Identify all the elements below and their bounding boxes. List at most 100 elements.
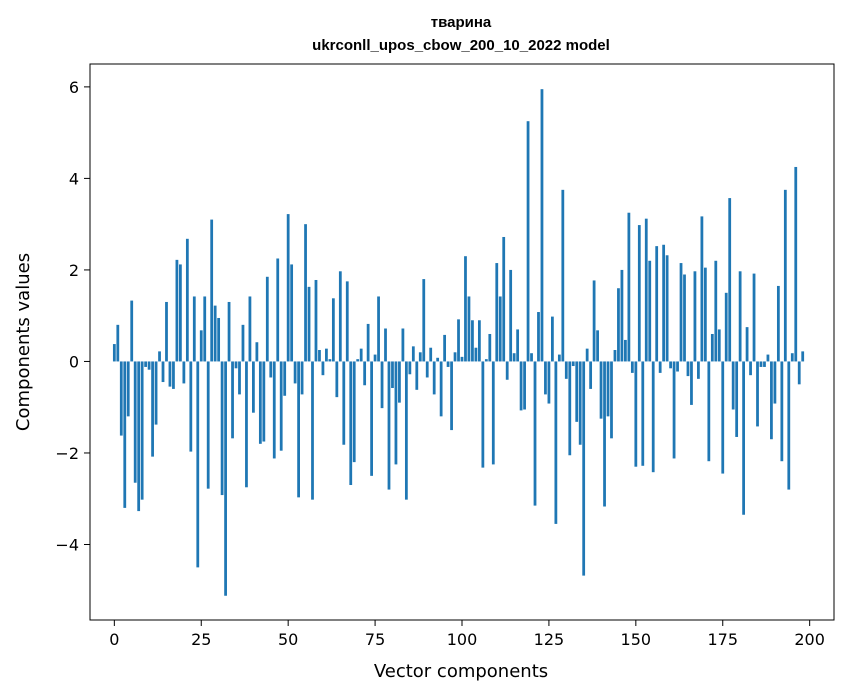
- bar: [314, 279, 318, 362]
- y-tick-label: 4: [69, 169, 79, 188]
- bar: [523, 361, 526, 410]
- x-axis-label: Vector components: [374, 661, 548, 682]
- x-tick-label: 125: [534, 630, 565, 649]
- bar: [366, 323, 370, 362]
- bar: [290, 264, 294, 362]
- bar: [297, 361, 300, 498]
- bar: [151, 361, 154, 457]
- bar: [286, 214, 290, 362]
- bar: [516, 329, 520, 362]
- bar: [373, 354, 377, 362]
- bar: [112, 344, 116, 362]
- bar: [637, 225, 641, 362]
- bar: [738, 271, 742, 362]
- bar: [321, 361, 325, 376]
- bar: [693, 271, 697, 362]
- x-tick-label: 150: [621, 630, 652, 649]
- bar: [596, 330, 599, 362]
- chart-title: тварина: [431, 14, 492, 31]
- bar: [179, 264, 182, 362]
- bar: [265, 276, 269, 362]
- bar: [564, 361, 568, 379]
- bar: [252, 361, 255, 413]
- bar: [335, 361, 339, 398]
- bar: [429, 347, 433, 362]
- bar: [530, 353, 533, 362]
- bar: [484, 359, 488, 362]
- bar: [377, 296, 380, 362]
- bar: [318, 350, 321, 362]
- bar: [398, 361, 401, 403]
- bar: [338, 271, 342, 362]
- bar: [551, 316, 554, 362]
- bar: [697, 361, 700, 379]
- bar: [345, 281, 349, 362]
- bar: [342, 361, 346, 445]
- bars-group: [112, 89, 805, 596]
- bar: [787, 361, 791, 490]
- bar: [669, 361, 672, 369]
- bar: [766, 354, 770, 362]
- bar: [742, 361, 745, 515]
- bar: [634, 361, 638, 467]
- bar: [599, 361, 603, 419]
- bar: [196, 361, 200, 568]
- bar: [665, 255, 669, 362]
- bar: [404, 361, 408, 500]
- bar: [370, 361, 373, 476]
- bar: [735, 361, 739, 437]
- bar: [519, 361, 523, 411]
- bar: [116, 324, 120, 362]
- bar: [672, 361, 676, 459]
- bar: [262, 361, 266, 442]
- bar: [547, 361, 551, 404]
- bar: [759, 361, 763, 367]
- bar: [617, 288, 620, 362]
- bar: [464, 256, 467, 362]
- bar: [192, 296, 196, 362]
- bar: [206, 361, 210, 489]
- bar: [119, 361, 123, 436]
- bar: [408, 361, 412, 375]
- bar: [457, 319, 460, 362]
- bar: [387, 361, 391, 490]
- y-axis: −4 −2 0 2 4 6: [55, 78, 90, 554]
- bar: [245, 361, 248, 488]
- bar: [658, 361, 662, 373]
- bar: [575, 361, 579, 422]
- bar: [248, 296, 252, 362]
- bar: [627, 212, 631, 362]
- bar: [502, 236, 506, 362]
- bar: [185, 238, 189, 362]
- bar: [721, 361, 725, 474]
- bar: [683, 274, 686, 362]
- bar: [655, 246, 659, 362]
- bar: [703, 267, 707, 362]
- bar: [300, 361, 304, 395]
- bar: [123, 361, 127, 508]
- bar: [495, 263, 499, 362]
- bar: [394, 361, 398, 465]
- bar: [749, 361, 752, 376]
- bar: [630, 361, 634, 373]
- x-tick-label: 50: [278, 630, 298, 649]
- bar: [488, 333, 492, 362]
- bar: [231, 361, 234, 439]
- bar: [620, 269, 624, 362]
- bar: [439, 361, 443, 417]
- bar: [498, 296, 502, 362]
- bar: [776, 285, 780, 362]
- bar: [349, 361, 353, 486]
- bar: [717, 329, 721, 362]
- bar: [189, 361, 193, 452]
- bar: [161, 361, 165, 383]
- bar: [770, 361, 773, 440]
- bar: [714, 260, 718, 362]
- bar: [307, 286, 311, 362]
- bar: [568, 361, 572, 456]
- bar: [238, 361, 241, 395]
- bar: [624, 339, 627, 362]
- y-tick-label: 2: [69, 261, 79, 280]
- bar: [269, 361, 273, 378]
